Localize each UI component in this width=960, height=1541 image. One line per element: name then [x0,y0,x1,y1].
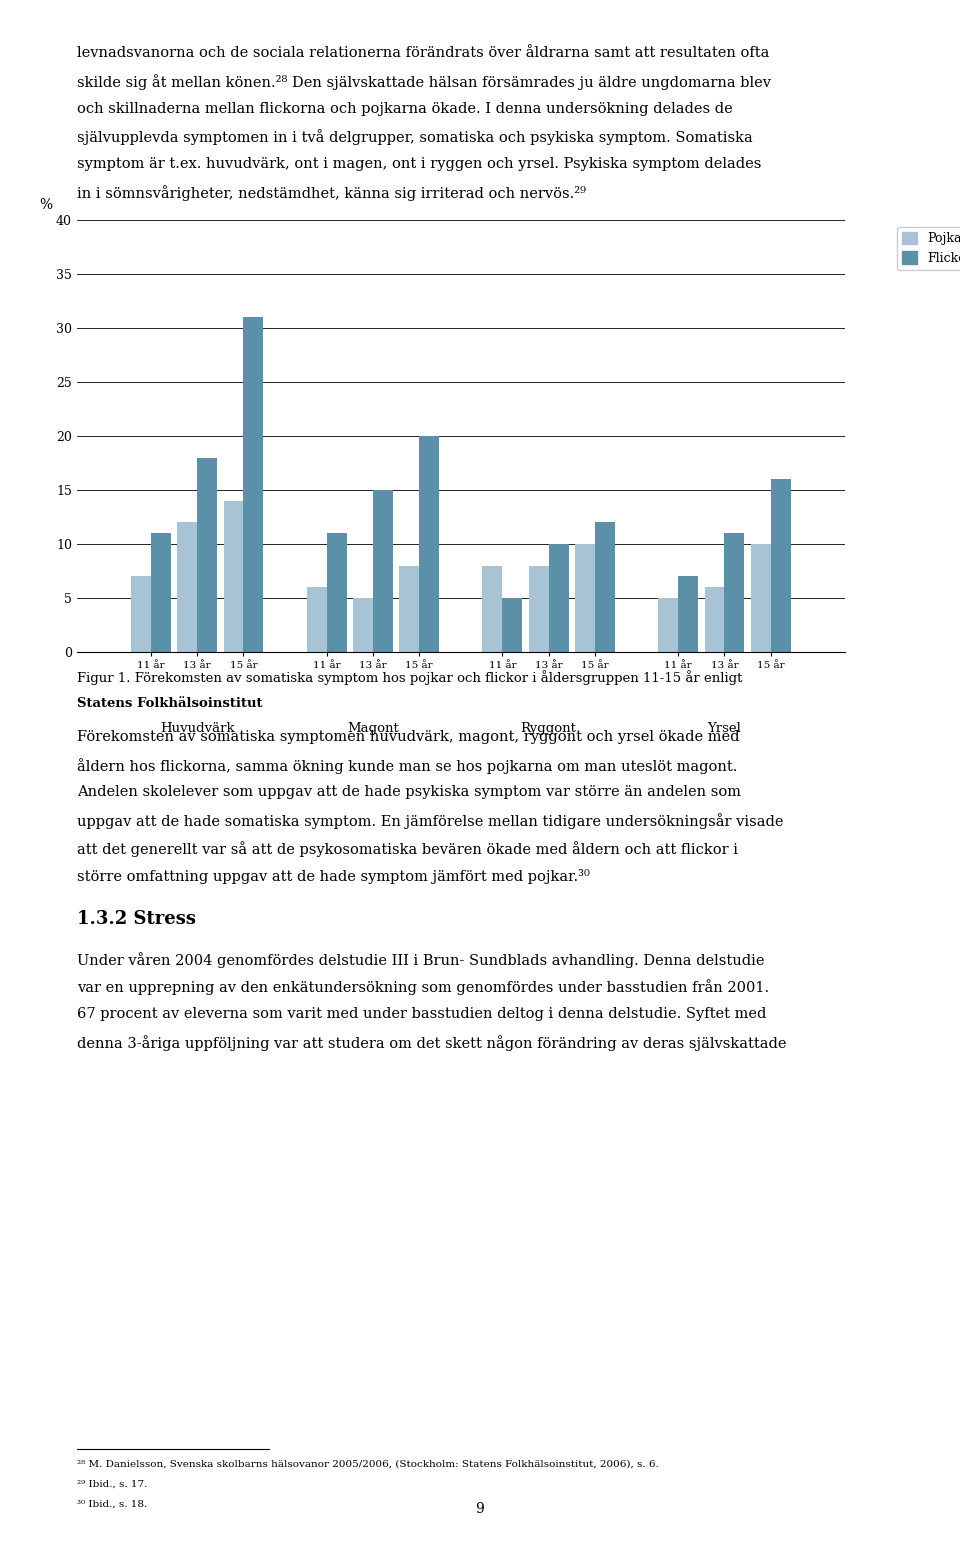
Bar [131,576,151,652]
Text: Huvudvärk: Huvudvärk [160,723,234,735]
Bar [372,490,393,652]
Bar [659,598,678,652]
Text: ²⁹ Ibid., s. 17.: ²⁹ Ibid., s. 17. [77,1479,147,1489]
Text: levnadsvanorna och de sociala relationerna förändrats över åldrarna samt att res: levnadsvanorna och de sociala relationer… [77,46,769,60]
Bar [483,566,502,652]
Text: självupplevda symptomen in i två delgrupper, somatiska och psykiska symptom. Som: självupplevda symptomen in i två delgrup… [77,129,753,145]
Y-axis label: %: % [39,197,53,211]
Bar [244,317,263,652]
Bar [178,522,197,652]
Bar [151,533,171,652]
Text: denna 3-åriga uppföljning var att studera om det skett någon förändring av deras: denna 3-åriga uppföljning var att studer… [77,1036,786,1051]
Text: uppgav att de hade somatiska symptom. En jämförelse mellan tidigare undersökning: uppgav att de hade somatiska symptom. En… [77,814,783,829]
Bar [399,566,420,652]
Bar [595,522,614,652]
Bar [575,544,595,652]
Bar [326,533,347,652]
Bar [197,458,217,652]
Legend: Pojkar, Flickor: Pojkar, Flickor [897,227,960,270]
Text: in i sömnsvårigheter, nedstämdhet, känna sig irriterad och nervös.²⁹: in i sömnsvårigheter, nedstämdhet, känna… [77,185,586,200]
Text: Statens Folkhälsoinstitut: Statens Folkhälsoinstitut [77,697,262,710]
Text: Förekomsten av somatiska symptomen huvudvärk, magont, ryggont och yrsel ökade me: Förekomsten av somatiska symptomen huvud… [77,730,739,744]
Text: Yrsel: Yrsel [708,723,741,735]
Bar [353,598,372,652]
Bar [307,587,326,652]
Text: att det generellt var så att de psykosomatiska bevären ökade med åldern och att : att det generellt var så att de psykosom… [77,841,738,857]
Bar [771,479,791,652]
Bar [725,533,744,652]
Text: 1.3.2 Stress: 1.3.2 Stress [77,911,196,928]
Text: Magont: Magont [348,723,398,735]
Bar [420,436,439,652]
Text: ²⁸ M. Danielsson, Svenska skolbarns hälsovanor 2005/2006, (Stockholm: Statens Fo: ²⁸ M. Danielsson, Svenska skolbarns häls… [77,1459,659,1469]
Text: 9: 9 [475,1502,485,1516]
Bar [224,501,244,652]
Text: åldern hos flickorna, samma ökning kunde man se hos pojkarna om man uteslöt mago: åldern hos flickorna, samma ökning kunde… [77,758,737,774]
Text: var en upprepning av den enkätundersökning som genomfördes under basstudien från: var en upprepning av den enkätundersökni… [77,980,769,995]
Text: skilde sig åt mellan könen.²⁸ Den självskattade hälsan försämrades ju äldre ungd: skilde sig åt mellan könen.²⁸ Den självs… [77,74,771,89]
Text: Figur 1. Förekomsten av somatiska symptom hos pojkar och flickor i åldersgruppen: Figur 1. Förekomsten av somatiska sympto… [77,670,742,686]
Bar [502,598,522,652]
Bar [705,587,725,652]
Text: Andelen skolelever som uppgav att de hade psykiska symptom var större än andelen: Andelen skolelever som uppgav att de had… [77,786,741,800]
Bar [549,544,568,652]
Text: och skillnaderna mellan flickorna och pojkarna ökade. I denna undersökning delad: och skillnaderna mellan flickorna och po… [77,102,732,116]
Bar [529,566,549,652]
Text: större omfattning uppgav att de hade symptom jämfört med pojkar.³⁰: större omfattning uppgav att de hade sym… [77,869,589,883]
Text: 67 procent av eleverna som varit med under basstudien deltog i denna delstudie. : 67 procent av eleverna som varit med und… [77,1008,766,1022]
Bar [678,576,698,652]
Text: Ryggont: Ryggont [520,723,577,735]
Text: symptom är t.ex. huvudvärk, ont i magen, ont i ryggen och yrsel. Psykiska sympto: symptom är t.ex. huvudvärk, ont i magen,… [77,157,761,171]
Text: ³⁰ Ibid., s. 18.: ³⁰ Ibid., s. 18. [77,1499,147,1509]
Text: Under våren 2004 genomfördes delstudie III i Brun- Sundblads avhandling. Denna d: Under våren 2004 genomfördes delstudie I… [77,952,764,968]
Bar [751,544,771,652]
